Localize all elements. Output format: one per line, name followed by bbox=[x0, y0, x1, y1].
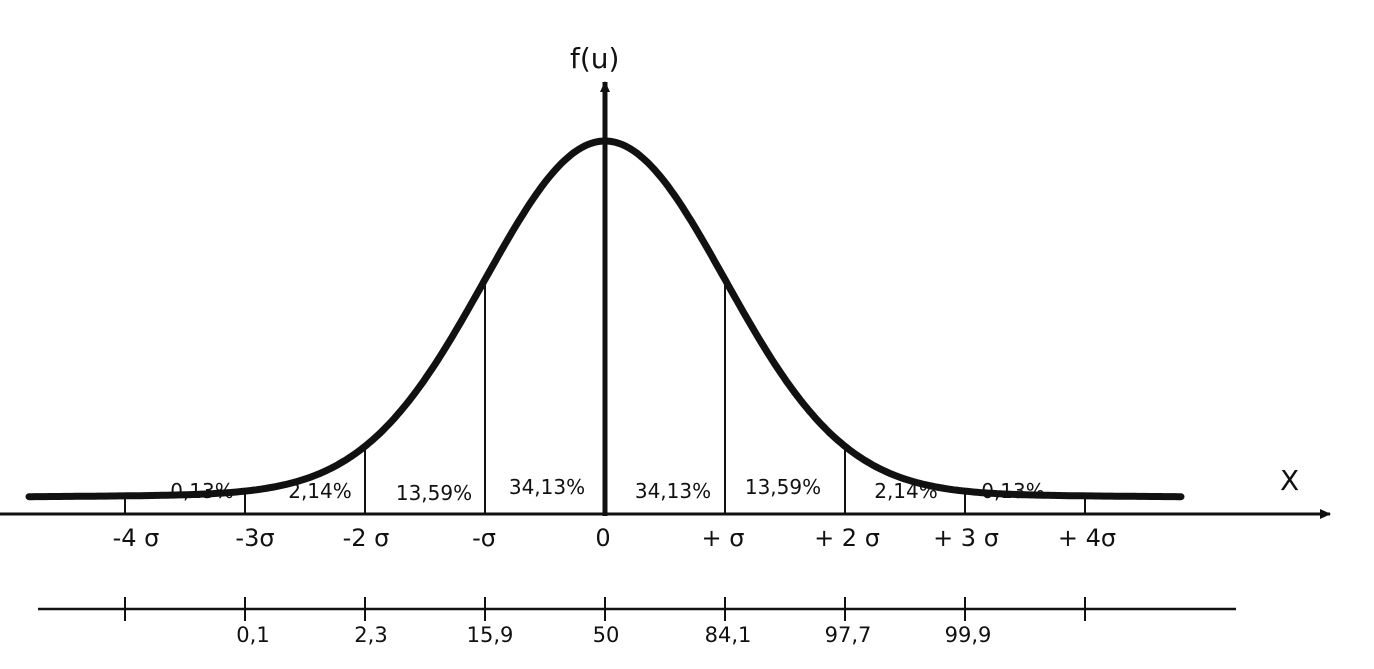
sigma-tick-label: -σ bbox=[472, 524, 496, 552]
cumulative-scale-ticks bbox=[124, 597, 1086, 621]
band-label: 34,13% bbox=[509, 475, 585, 499]
cumulative-label: 0,1 bbox=[236, 623, 269, 647]
band-label: 0,13% bbox=[170, 479, 234, 503]
sigma-tick-labels: -4 σ -3σ -2 σ -σ 0 + σ + 2 σ + 3 σ + 4σ bbox=[113, 524, 1117, 552]
sigma-tick-label: -4 σ bbox=[113, 524, 160, 552]
sigma-tick-label: -3σ bbox=[235, 524, 274, 552]
y-axis-label: f(u) bbox=[570, 42, 619, 75]
band-percentage-labels: 0,13% 2,14% 13,59% 34,13% 34,13% 13,59% … bbox=[170, 475, 1045, 505]
band-label: 34,13% bbox=[635, 479, 711, 503]
x-axis-label: X bbox=[1280, 464, 1299, 497]
band-label: 2,14% bbox=[874, 479, 938, 503]
cumulative-label: 99,9 bbox=[945, 623, 992, 647]
cumulative-label: 50 bbox=[593, 623, 620, 647]
cumulative-labels: 0,1 2,3 15,9 50 84,1 97,7 99,9 bbox=[236, 623, 991, 647]
sigma-tick-label: + σ bbox=[702, 524, 745, 552]
band-label: 13,59% bbox=[745, 475, 821, 499]
sigma-tick-label: -2 σ bbox=[343, 524, 390, 552]
cumulative-label: 15,9 bbox=[467, 623, 514, 647]
cumulative-label: 2,3 bbox=[354, 623, 387, 647]
band-label: 2,14% bbox=[288, 479, 352, 503]
band-label: 13,59% bbox=[396, 481, 472, 505]
sigma-division-lines bbox=[124, 281, 1086, 514]
band-label: 0,13% bbox=[981, 479, 1045, 503]
cumulative-label: 97,7 bbox=[825, 623, 872, 647]
sigma-tick-label: + 4σ bbox=[1058, 524, 1116, 552]
cumulative-label: 84,1 bbox=[705, 623, 752, 647]
sigma-tick-label: 0 bbox=[595, 524, 610, 552]
sigma-tick-label: + 3 σ bbox=[933, 524, 999, 552]
sigma-tick-label: + 2 σ bbox=[814, 524, 880, 552]
